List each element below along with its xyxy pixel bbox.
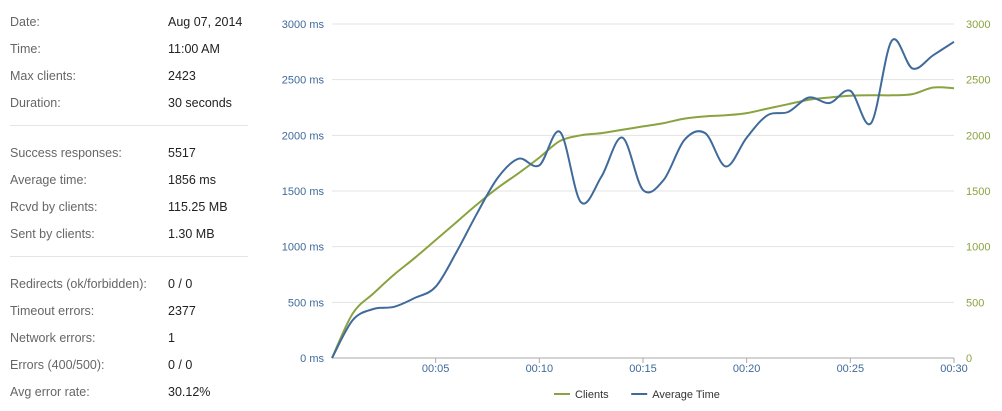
y-right-tick-label: 0 [966, 353, 972, 365]
y-right-tick-label: 1000 [966, 242, 990, 254]
stat-label: Duration: [10, 96, 61, 110]
stats-divider [10, 125, 248, 126]
stat-row: Redirects (ok/forbidden): 0 / 0 [10, 271, 250, 298]
stat-label: Redirects (ok/forbidden): [10, 277, 147, 291]
stat-row: Time: 11:00 AM [10, 36, 250, 63]
stat-value: 0 / 0 [168, 358, 193, 372]
x-tick-label: 00:10 [526, 363, 554, 375]
y-right-tick-label: 2500 [966, 75, 990, 87]
y-right-tick-label: 3000 [966, 19, 990, 31]
stat-row: Duration: 30 seconds [10, 90, 250, 117]
y-right-tick-label: 2000 [966, 130, 990, 142]
stat-label: Sent by clients: [10, 227, 95, 241]
stat-label: Network errors: [10, 331, 96, 345]
stat-value: 5517 [168, 146, 196, 160]
stats-group: Redirects (ok/forbidden): 0 / 0 Timeout er… [0, 271, 250, 406]
stat-label: Timeout errors: [10, 304, 95, 318]
chart-svg: 0 ms 500 ms 1000 ms 1500 ms 2000 ms 2500 ms 30… [282, 19, 991, 401]
y-right-tick-label: 500 [966, 297, 984, 309]
x-tick-label: 00:25 [837, 363, 865, 375]
legend-label: Average Time [652, 389, 720, 401]
stats-group: Success responses: 5517 Average time: 1856 … [0, 140, 250, 248]
stat-row: Sent by clients: 1.30 MB [10, 221, 250, 248]
y-right-tick-label: 1500 [966, 186, 990, 198]
x-tick-label: 00:30 [940, 363, 968, 375]
y-left-tick-label: 2000 ms [282, 130, 325, 142]
stat-label: Average time: [10, 173, 87, 187]
stat-row: Date: Aug 07, 2014 [10, 9, 250, 36]
stat-label: Avg error rate: [10, 385, 90, 399]
stat-label: Time: [10, 42, 41, 56]
stat-label: Date: [10, 15, 40, 29]
stat-value: 2423 [168, 69, 196, 83]
legend-label: Clients [575, 389, 609, 401]
stat-value: 1856 ms [168, 173, 216, 187]
y-left-tick-label: 0 ms [300, 353, 324, 365]
stats-panel: Date: Aug 07, 2014 Time: 11:00 AM Max client… [0, 0, 250, 406]
stat-row: Avg error rate: 30.12% [10, 379, 250, 406]
stat-value: 0 / 0 [168, 277, 193, 291]
stat-row: Average time: 1856 ms [10, 167, 250, 194]
stats-divider [10, 256, 248, 257]
stat-value: 30.12% [168, 385, 211, 399]
x-tick-label: 00:15 [629, 363, 657, 375]
response-chart: 0 ms 500 ms 1000 ms 1500 ms 2000 ms 2500 ms 30… [262, 0, 1002, 411]
y-left-tick-label: 3000 ms [282, 19, 325, 31]
stat-row: Max clients: 2423 [10, 63, 250, 90]
stats-group: Date: Aug 07, 2014 Time: 11:00 AM Max client… [0, 9, 250, 117]
stat-value: 30 seconds [168, 96, 232, 110]
stat-row: Errors (400/500): 0 / 0 [10, 352, 250, 379]
stat-value: 1.30 MB [168, 227, 215, 241]
stat-label: Errors (400/500): [10, 358, 105, 372]
stat-row: Network errors: 1 [10, 325, 250, 352]
stat-label: Max clients: [10, 69, 76, 83]
stat-value: 2377 [168, 304, 196, 318]
stat-label: Success responses: [10, 146, 122, 160]
x-tick-label: 00:05 [422, 363, 450, 375]
y-left-tick-label: 1500 ms [282, 186, 325, 198]
stat-row: Success responses: 5517 [10, 140, 250, 167]
series-line-clients [331, 86, 955, 359]
stat-label: Rcvd by clients: [10, 200, 98, 214]
y-left-tick-label: 500 ms [288, 297, 325, 309]
stat-value: 115.25 MB [168, 200, 228, 214]
stat-row: Timeout errors: 2377 [10, 298, 250, 325]
x-tick-label: 00:20 [733, 363, 761, 375]
stat-value: Aug 07, 2014 [168, 15, 243, 29]
y-left-tick-label: 1000 ms [282, 242, 325, 254]
stat-value: 1 [168, 331, 175, 345]
stat-row: Rcvd by clients: 115.25 MB [10, 194, 250, 221]
series-line-average-time [331, 38, 955, 359]
stat-value: 11:00 AM [168, 42, 220, 56]
y-left-tick-label: 2500 ms [282, 75, 325, 87]
